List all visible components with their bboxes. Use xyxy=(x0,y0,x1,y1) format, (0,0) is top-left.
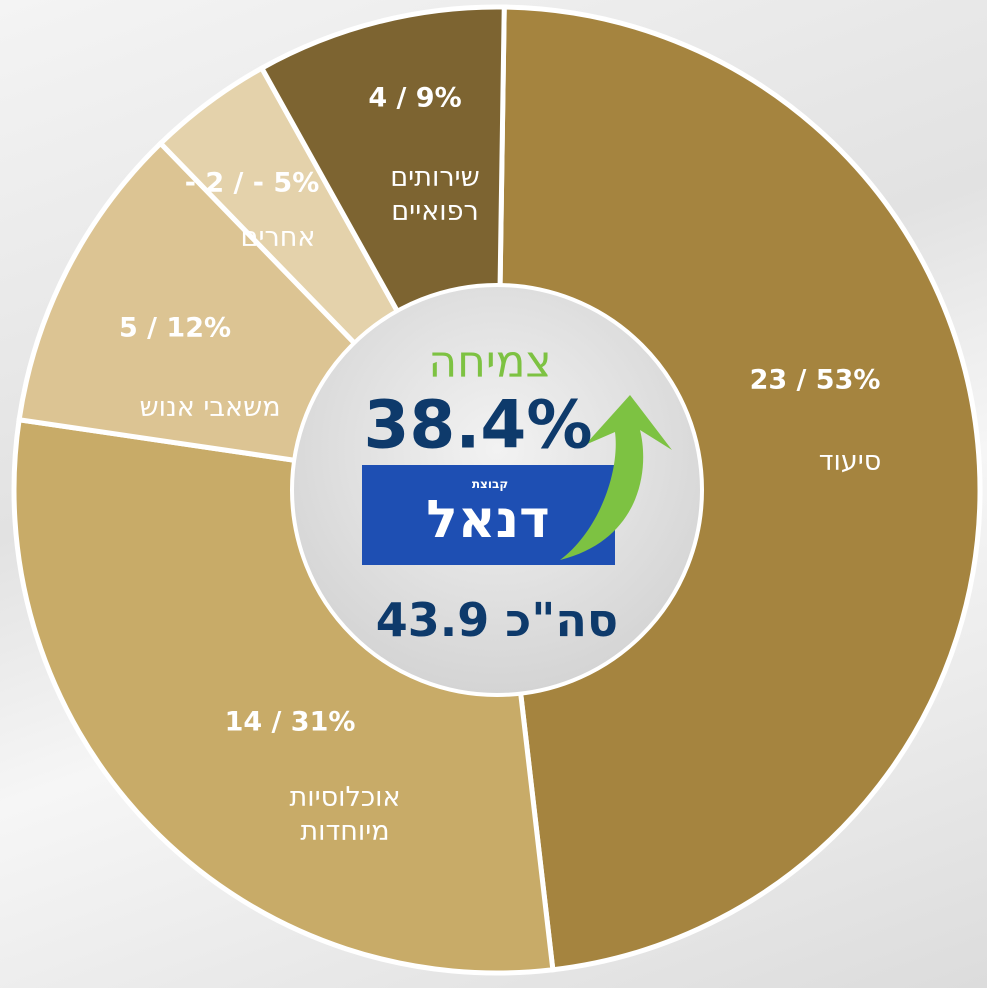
category-label: שירותים רפואיים xyxy=(390,162,480,227)
total: סה"כ 43.9 xyxy=(375,593,619,647)
category-label: אוכלוסיות מיוחדות xyxy=(289,782,401,847)
logo-box xyxy=(362,465,615,565)
value-label: 5 / 12% xyxy=(118,312,232,344)
growth-label: צמיחה xyxy=(428,336,552,388)
slice xyxy=(494,4,983,973)
category-label: משאבי אנוש xyxy=(139,392,281,423)
growth-value: 38.4% xyxy=(363,386,593,464)
category-label: סיעוד xyxy=(818,446,882,477)
value-label: - 2 / - 5% xyxy=(184,167,320,199)
growth-arrow xyxy=(560,395,672,560)
value-label: 4 / 9% xyxy=(368,82,462,114)
logo: דנאל xyxy=(426,490,550,550)
category-label: אחרים xyxy=(240,222,316,253)
logo-small: קבוצת xyxy=(471,477,509,491)
value-label: 14 / 31% xyxy=(224,706,356,738)
value-label: 23 / 53% xyxy=(749,364,881,396)
